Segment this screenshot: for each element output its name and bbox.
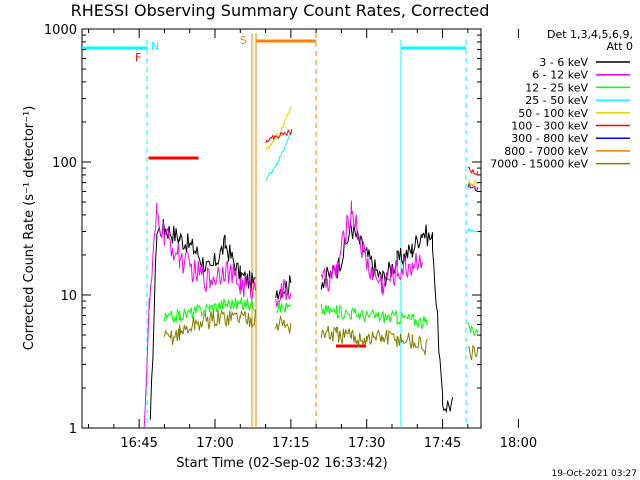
series-line-8 [321,326,427,355]
series-lines [84,107,479,428]
y-tick-label: 100 [52,156,77,171]
legend-label: 300 - 800 keV [511,132,588,145]
x-tick-label: 17:00 [196,436,233,451]
y-axis: 1 10 100 1000 [44,23,481,437]
plot-frame [82,29,481,428]
series-line-2 [468,323,478,336]
x-axis: 16:45 17:00 17:15 17:30 17:45 18:00 [89,29,538,451]
flag-label-n: N [151,40,159,53]
flag-bars [82,41,466,346]
legend-label: 25 - 50 keV [525,94,588,107]
chart-title: RHESSI Observing Summary Count Rates, Co… [71,1,490,20]
x-tick-label: 17:45 [424,436,461,451]
legend-label: 800 - 7000 keV [504,145,588,158]
series-line-4 [266,107,292,150]
series-line-8 [276,317,291,334]
legend-label: 50 - 100 keV [518,107,588,120]
flag-label-s: S [240,34,247,47]
y-axis-label: Corrected Count Rate (s⁻¹ detector⁻¹) [22,106,37,351]
event-lines [147,33,466,428]
legend-label: 6 - 12 keV [532,69,588,82]
x-tick-label: 17:30 [348,436,385,451]
series-line-2 [321,304,427,328]
legend-label: 12 - 25 keV [525,81,588,94]
x-tick-label: 16:45 [120,436,157,451]
y-tick-label: 1000 [44,23,77,38]
legend-header-attenuator: Att 0 [607,40,633,53]
series-line-3 [468,228,478,232]
series-line-8 [164,310,255,345]
series-line-5 [468,167,478,174]
legend-label: 7000 - 15000 keV [490,158,588,171]
legend-label: 100 - 300 keV [511,120,588,133]
x-axis-label: Start Time (02-Sep-02 16:33:42) [176,456,387,471]
y-tick-label: 1 [69,422,77,437]
x-tick-label: 17:15 [272,436,309,451]
y-tick-label: 10 [60,289,77,304]
series-line-1 [321,201,422,295]
generation-timestamp: 19-Oct-2021 03:27 [552,469,637,479]
x-tick-label: 18:00 [500,436,537,451]
series-line-8 [468,346,478,360]
legend-label: 3 - 6 keV [539,56,588,69]
flag-label-f: F [135,51,141,64]
